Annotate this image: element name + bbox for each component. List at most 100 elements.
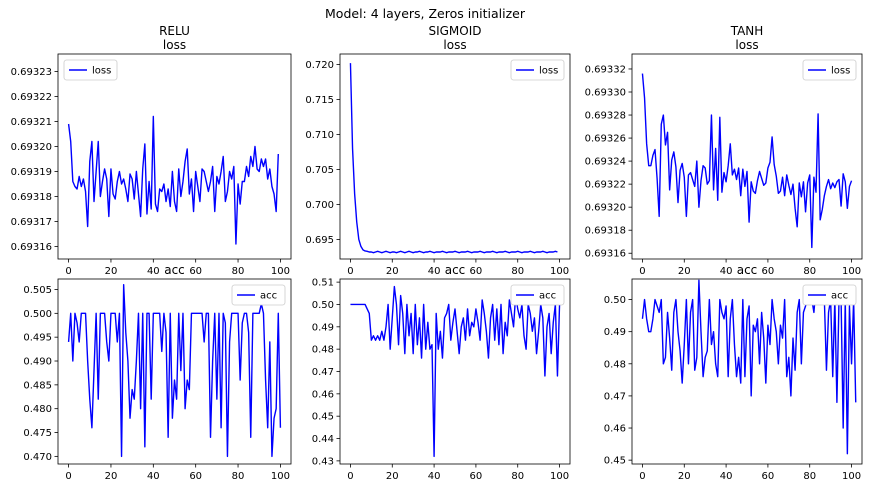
y-tick-label: 0.45	[312, 412, 334, 423]
y-tick-label: 0.69321	[11, 117, 52, 128]
x-tick-label: 100	[842, 266, 861, 277]
y-tick-label: 0.715	[305, 95, 334, 106]
y-tick-label: 0.69320	[585, 203, 626, 214]
x-tick-label: 20	[105, 266, 118, 277]
y-tick-label: 0.46	[604, 424, 626, 435]
x-tick-label: 80	[803, 471, 816, 482]
y-tick-label: 0.69328	[585, 111, 626, 122]
y-tick-label: 0.69322	[585, 180, 626, 191]
series-line-loss	[67, 115, 279, 245]
x-tick-label: 60	[189, 266, 202, 277]
series-line-loss	[349, 63, 558, 254]
subplot-title-metric: loss	[735, 38, 758, 52]
y-tick-label: 0.51	[312, 278, 334, 289]
y-tick-label: 0.69324	[585, 157, 626, 168]
legend: acc	[231, 284, 286, 306]
y-tick-label: 0.705	[305, 165, 334, 176]
x-tick-label: 0	[65, 471, 71, 482]
legend-box	[510, 284, 565, 306]
series-line-acc	[350, 285, 561, 458]
y-tick-label: 0.48	[604, 359, 626, 370]
y-tick-label: 0.69316	[11, 242, 52, 253]
y-tick-label: 0.44	[312, 434, 334, 445]
legend-box	[63, 59, 118, 81]
series-line-loss	[641, 73, 853, 249]
legend-label: loss	[92, 66, 111, 77]
y-tick-label: 0.69322	[11, 92, 52, 103]
x-tick-label: 20	[386, 471, 399, 482]
y-tick-label: 0.695	[305, 235, 334, 246]
y-tick-label: 0.69319	[11, 167, 52, 178]
y-tick-label: 0.69318	[585, 226, 626, 237]
x-tick-label: 40	[147, 471, 160, 482]
y-tick-label: 0.69317	[11, 217, 52, 228]
axes-frame	[57, 278, 292, 465]
y-tick-label: 0.69326	[585, 134, 626, 145]
x-tick-label: 20	[678, 471, 691, 482]
y-tick-label: 0.69330	[585, 88, 626, 99]
x-tick-label: 40	[428, 471, 441, 482]
legend: loss	[802, 59, 857, 81]
x-tick-label: 100	[550, 266, 569, 277]
subplot-title-metric: acc	[445, 263, 466, 277]
x-tick-label: 0	[65, 266, 71, 277]
subplot-6: acc 0 20 40 60 80 100 0.45 0.46 0.47 0.48 0.49 0.50 a…	[604, 263, 863, 482]
axes-frame	[57, 53, 292, 260]
axes-frame	[631, 53, 863, 260]
x-tick-label: 0	[639, 471, 645, 482]
y-tick-label: 0.69332	[585, 64, 626, 75]
y-tick-label: 0.720	[305, 60, 334, 71]
x-tick-label: 80	[232, 266, 245, 277]
x-tick-label: 20	[386, 266, 399, 277]
y-tick-label: 0.69323	[11, 67, 52, 78]
subplot-title-activation: TANH	[730, 24, 764, 38]
subplot-5: acc 0 20 40 60 80 100 0.43 0.44 0.45 0.46 0.47 0.48 0…	[312, 263, 571, 482]
subplot-4: acc 0 20 40 60 80 100 0.470 0.475 0.480 0.485 0.490…	[23, 263, 292, 482]
axes-frame	[631, 278, 863, 465]
x-tick-label: 80	[803, 266, 816, 277]
series-line-acc	[67, 284, 282, 458]
legend-box	[510, 59, 565, 81]
x-tick-label: 20	[678, 266, 691, 277]
subplot-title-metric: acc	[164, 263, 185, 277]
x-tick-label: 80	[511, 471, 524, 482]
y-tick-label: 0.710	[305, 130, 334, 141]
subplot-title-activation: SIGMOID	[428, 24, 481, 38]
subplot-title-metric: acc	[737, 263, 758, 277]
y-tick-label: 0.50	[312, 300, 334, 311]
subplot-title-metric: loss	[443, 38, 466, 52]
y-tick-label: 0.49	[604, 327, 626, 338]
y-tick-label: 0.475	[23, 428, 52, 439]
subplot-title-metric: loss	[163, 38, 186, 52]
figure-suptitle: Model: 4 layers, Zeros initializer	[325, 6, 526, 21]
x-tick-label: 40	[720, 471, 733, 482]
legend: acc	[802, 284, 857, 306]
y-tick-label: 0.700	[305, 200, 334, 211]
x-tick-label: 40	[147, 266, 160, 277]
x-tick-label: 0	[347, 266, 353, 277]
y-tick-label: 0.43	[312, 456, 334, 467]
y-tick-label: 0.485	[23, 380, 52, 391]
y-tick-label: 0.500	[23, 309, 52, 320]
legend: acc	[510, 284, 565, 306]
x-tick-label: 100	[271, 266, 290, 277]
y-tick-label: 0.495	[23, 333, 52, 344]
x-tick-label: 40	[720, 266, 733, 277]
y-tick-label: 0.505	[23, 285, 52, 296]
y-tick-label: 0.46	[312, 389, 334, 400]
y-tick-label: 0.480	[23, 404, 52, 415]
x-tick-label: 60	[189, 471, 202, 482]
y-tick-label: 0.470	[23, 452, 52, 463]
y-tick-label: 0.49	[312, 322, 334, 333]
x-tick-label: 60	[470, 471, 483, 482]
legend-box	[802, 284, 857, 306]
legend: loss	[63, 59, 118, 81]
legend-label: acc	[260, 291, 277, 302]
x-tick-label: 40	[428, 266, 441, 277]
x-tick-label: 0	[639, 266, 645, 277]
y-tick-label: 0.69316	[585, 249, 626, 260]
legend-box	[802, 59, 857, 81]
